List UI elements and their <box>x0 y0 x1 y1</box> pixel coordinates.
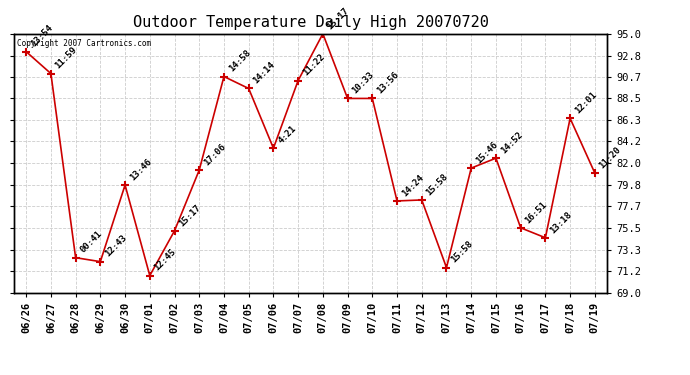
Text: 00:41: 00:41 <box>79 230 103 255</box>
Text: 15:58: 15:58 <box>424 172 450 197</box>
Text: 10:33: 10:33 <box>351 70 376 96</box>
Text: 4:21: 4:21 <box>276 124 298 146</box>
Text: 11:59: 11:59 <box>54 45 79 71</box>
Text: 11:22: 11:22 <box>301 53 326 78</box>
Text: 13:46: 13:46 <box>128 157 153 182</box>
Text: 13:54: 13:54 <box>29 24 55 49</box>
Text: 11:20: 11:20 <box>598 145 623 170</box>
Text: 12:43: 12:43 <box>103 234 128 259</box>
Text: 15:46: 15:46 <box>474 140 500 165</box>
Text: 14:14: 14:14 <box>251 60 277 86</box>
Text: 13:56: 13:56 <box>375 70 400 96</box>
Text: 17:06: 17:06 <box>202 142 228 167</box>
Text: 15:17: 15:17 <box>177 202 203 228</box>
Text: 12:45: 12:45 <box>152 248 178 273</box>
Text: 16:51: 16:51 <box>524 200 549 225</box>
Text: 14:52: 14:52 <box>499 130 524 155</box>
Text: 15:58: 15:58 <box>449 240 475 265</box>
Text: 15:17: 15:17 <box>326 6 351 31</box>
Text: 13:18: 13:18 <box>548 210 573 235</box>
Text: 14:58: 14:58 <box>227 48 252 74</box>
Text: 12:01: 12:01 <box>573 90 598 116</box>
Title: Outdoor Temperature Daily High 20070720: Outdoor Temperature Daily High 20070720 <box>132 15 489 30</box>
Text: 14:24: 14:24 <box>400 173 425 198</box>
Text: Copyright 2007 Cartronics.com: Copyright 2007 Cartronics.com <box>17 39 151 48</box>
